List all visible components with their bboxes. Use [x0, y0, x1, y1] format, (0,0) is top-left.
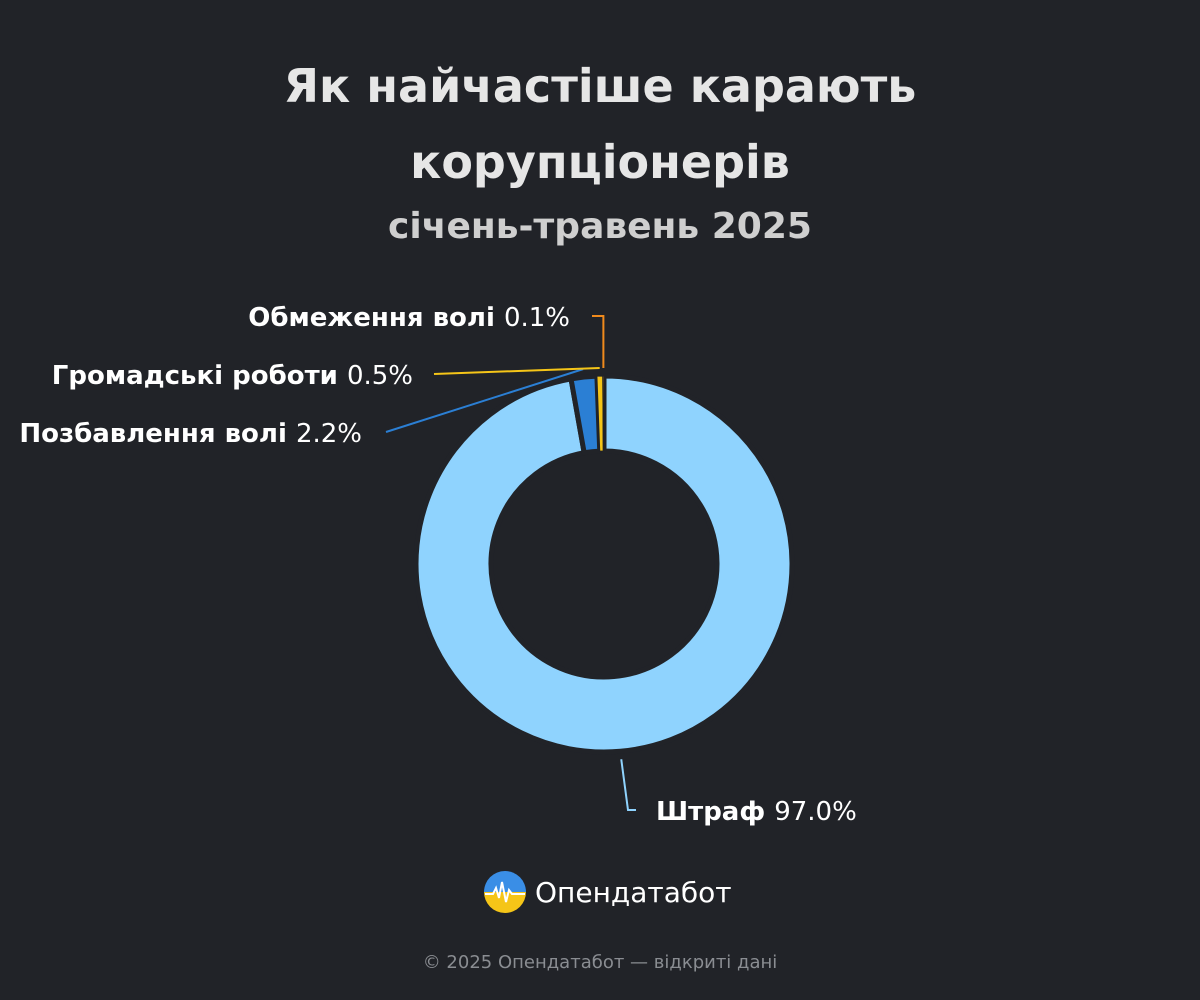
- slice-label-value: 0.5%: [347, 361, 413, 391]
- leader-line-громадські-роботи: [433, 367, 600, 375]
- chart-title-line2: корупціонерів: [410, 135, 790, 189]
- footer-copyright: © 2025 Опендатабот — відкриті дані: [422, 952, 778, 973]
- brand-logo: Опендатабот: [483, 869, 732, 915]
- slice-label-name: Штраф: [656, 797, 774, 827]
- slice-label-обмеження-волі: Обмеження волі 0.1%: [248, 303, 570, 333]
- slice-label-громадські-роботи: Громадські роботи 0.5%: [52, 361, 413, 391]
- chart-title: Як найчастіше карають корупціонерів: [0, 48, 1200, 200]
- slice-label-позбавлення-волі: Позбавлення волі 2.2%: [19, 419, 362, 449]
- slice-label-name: Громадські роботи: [52, 361, 347, 391]
- slice-label-name: Позбавлення волі: [19, 419, 296, 449]
- slice-label-value: 0.1%: [504, 303, 570, 333]
- leader-line-обмеження-волі: [592, 315, 605, 369]
- slice-label-value: 97.0%: [774, 797, 857, 827]
- slice-label-штраф: Штраф 97.0%: [656, 797, 857, 827]
- slice-штраф: [413, 373, 795, 755]
- opendatabot-logo-icon: [484, 871, 526, 913]
- slice-label-value: 2.2%: [296, 419, 362, 449]
- donut-slices: [413, 373, 795, 755]
- chart-title-line1: Як найчастіше карають: [283, 59, 917, 113]
- leader-line-штраф: [620, 759, 636, 811]
- brand-name: Опендатабот: [535, 875, 732, 909]
- label-leader-lines: [385, 315, 636, 811]
- slice-labels: Штраф 97.0% Позбавлення волі 2.2% Громадсь…: [19, 303, 856, 827]
- slice-label-name: Обмеження волі: [248, 303, 504, 333]
- slice-обмеження-волі: [602, 375, 605, 452]
- chart-subtitle: січень-травень 2025: [388, 206, 812, 247]
- leader-line-позбавлення-волі: [385, 368, 584, 433]
